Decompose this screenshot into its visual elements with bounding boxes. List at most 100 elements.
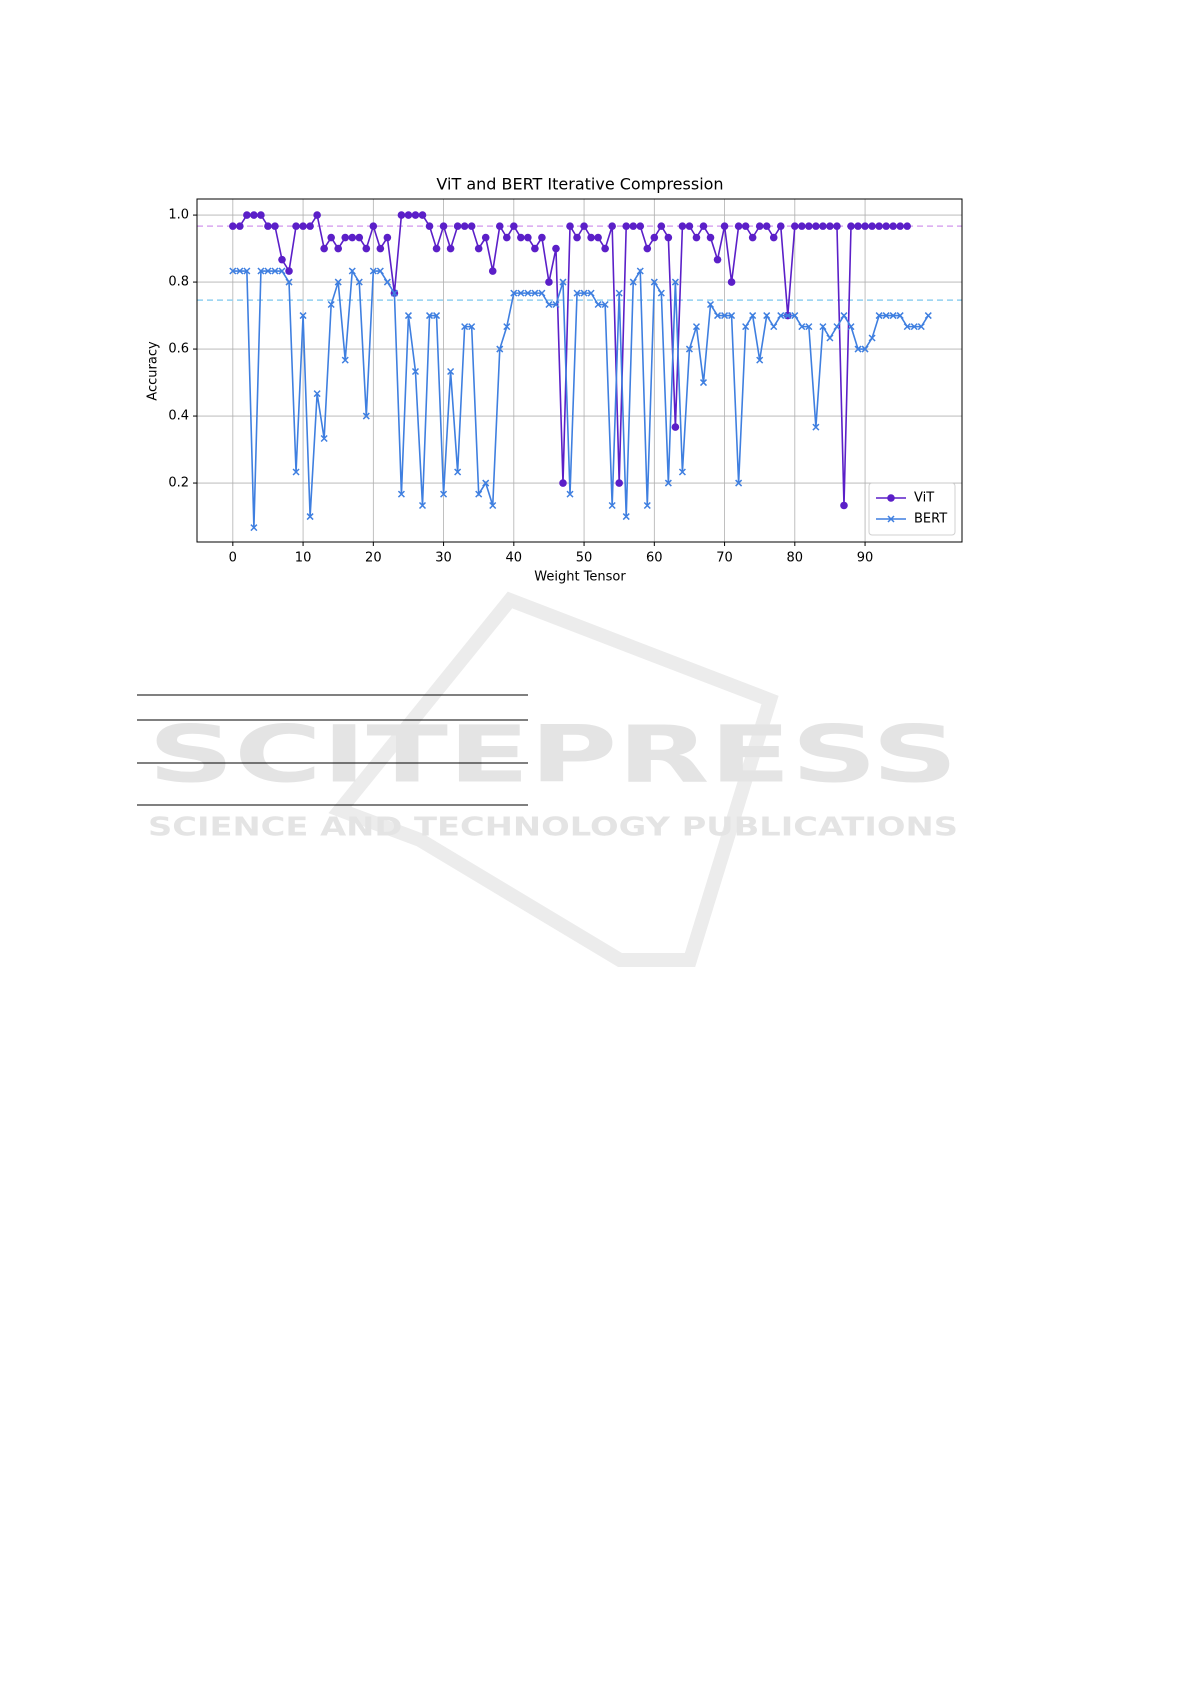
data-point (608, 501, 616, 510)
data-point (889, 312, 897, 320)
data-point (320, 434, 328, 443)
data-point (355, 233, 364, 242)
data-point (545, 300, 553, 309)
data-point (559, 278, 567, 286)
data-point (650, 278, 658, 286)
legend-box (868, 482, 956, 536)
data-point (250, 524, 258, 532)
data-point (896, 222, 904, 230)
data-point (502, 233, 511, 242)
y-tick-label: 0.6 (168, 342, 189, 357)
data-point (411, 211, 420, 219)
data-point (559, 479, 567, 487)
data-point (348, 233, 357, 242)
data-point (622, 222, 631, 230)
data-point (482, 479, 490, 487)
data-point (629, 222, 638, 230)
data-point (264, 267, 272, 275)
data-point (692, 323, 700, 331)
data-point (924, 312, 932, 320)
legend-label: BERT (914, 512, 947, 527)
data-point (657, 289, 665, 297)
data-point (467, 222, 476, 230)
data-point (643, 244, 652, 253)
data-point (882, 312, 890, 320)
data-point (840, 501, 848, 510)
data-point (257, 267, 265, 275)
data-point (587, 289, 595, 297)
data-point (432, 244, 441, 253)
data-point (742, 323, 750, 331)
x-tick-label: 50 (576, 551, 593, 566)
data-point (433, 312, 441, 320)
data-point (734, 222, 743, 230)
data-point (285, 278, 293, 286)
data-point (383, 278, 391, 286)
data-point (770, 323, 778, 331)
data-point (896, 312, 904, 320)
data-point (643, 501, 651, 510)
data-point (664, 233, 673, 242)
data-point (685, 345, 693, 353)
data-point (229, 222, 237, 230)
data-point (749, 312, 757, 320)
data-point (861, 222, 869, 230)
data-point (334, 278, 342, 286)
data-point (664, 479, 672, 487)
data-point (376, 244, 385, 253)
data-point (271, 267, 279, 275)
data-point (805, 222, 813, 230)
data-point (699, 222, 708, 230)
x-tick-label: 80 (787, 551, 804, 566)
data-point (601, 244, 609, 253)
data-point (671, 278, 679, 286)
data-point (854, 222, 862, 230)
data-point (446, 244, 455, 253)
data-point (805, 323, 813, 331)
data-point (418, 211, 427, 219)
data-point (496, 345, 504, 353)
series-line (232, 212, 908, 506)
data-point (840, 312, 848, 320)
data-point (454, 468, 462, 476)
data-point (383, 233, 392, 242)
data-point (819, 323, 827, 331)
data-point (271, 222, 279, 230)
data-point (440, 490, 448, 498)
data-point (917, 323, 925, 331)
chart: ViT and BERT Iterative Compression Weigh… (146, 175, 963, 585)
data-point (769, 233, 778, 242)
data-point (692, 233, 701, 242)
data-point (714, 312, 722, 320)
data-point (728, 312, 736, 320)
data-point (580, 289, 588, 297)
data-point (341, 233, 350, 242)
data-point (468, 323, 476, 331)
data-point (608, 222, 616, 230)
data-point (495, 222, 504, 230)
legend-label: ViT (914, 491, 934, 506)
data-point (299, 222, 307, 230)
data-point (369, 267, 377, 275)
data-point (285, 267, 293, 275)
data-point (826, 222, 834, 230)
y-tick-label: 0.4 (168, 409, 189, 424)
legend-marker (887, 494, 895, 502)
data-point (474, 244, 483, 253)
data-point (629, 278, 637, 286)
data-point (243, 267, 251, 275)
data-point (355, 278, 363, 286)
data-point (650, 233, 659, 242)
data-point (517, 233, 525, 242)
data-point (875, 222, 883, 230)
data-point (552, 300, 560, 309)
data-point (763, 312, 771, 320)
data-point (573, 233, 581, 242)
data-point (320, 244, 328, 253)
data-point (819, 222, 827, 230)
data-point (847, 222, 855, 230)
x-tick-label: 90 (857, 551, 874, 566)
data-point (489, 501, 497, 510)
data-point (622, 513, 630, 521)
data-point (699, 379, 708, 387)
